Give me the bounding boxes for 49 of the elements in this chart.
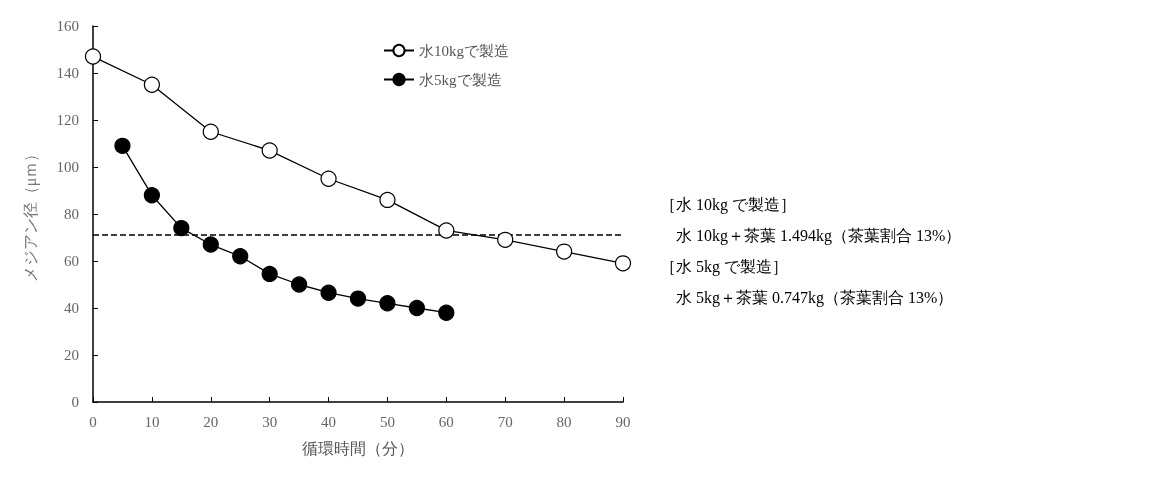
text: 水 10kg＋茶葉 1.494kg（茶葉割合 13%） [676,226,962,245]
point [556,243,573,260]
text: ［水 5kg で製造］ [660,257,788,276]
point [614,255,632,272]
point [202,123,219,140]
text: ［水 10kg で製造］ [660,195,796,214]
point [143,187,160,204]
point [320,284,337,301]
point [143,76,160,93]
y-tick-label: 20 [64,347,79,363]
y-tick-label: 60 [64,253,79,269]
y-tick-label: 40 [64,300,79,316]
x-tick-label: 60 [438,413,454,430]
point [379,295,396,312]
x-tick-label: 40 [321,413,337,430]
x-axis-title: 循環時間（分） [302,439,414,457]
point [291,276,308,293]
text: 水 5kg＋茶葉 0.747kg（茶葉割合 13%） [676,288,954,307]
y-tick-label: 0 [71,394,79,410]
point [173,220,190,237]
x-tick-label: 30 [262,413,278,430]
point [438,304,455,321]
y-tick-label: 80 [64,206,79,222]
x-tick-label: 0 [89,413,97,430]
legend-label: 水5kgで製造 [419,71,502,88]
x-tick-label: 10 [144,413,160,430]
point [114,137,131,154]
point [84,48,102,65]
point [438,222,455,239]
y-tick-label: 160 [56,18,79,34]
point [261,265,278,283]
point [320,170,337,187]
y-axis-title: メジアン径（μｍ） [21,145,40,283]
point [202,236,219,253]
x-tick-label: 90 [615,413,631,430]
point [261,142,278,159]
point [408,299,425,317]
x-tick-label: 80 [556,413,572,430]
y-tick-label: 140 [56,65,79,81]
point [349,290,367,307]
point [497,231,514,248]
legend-label: 水10kgで製造 [419,42,509,59]
y-tick-label: 100 [56,159,79,175]
y-tick-label: 120 [56,112,79,128]
x-tick-label: 50 [379,413,395,430]
x-tick-label: 20 [203,413,219,430]
x-tick-label: 70 [497,413,513,430]
point [379,191,396,208]
point [232,248,249,265]
